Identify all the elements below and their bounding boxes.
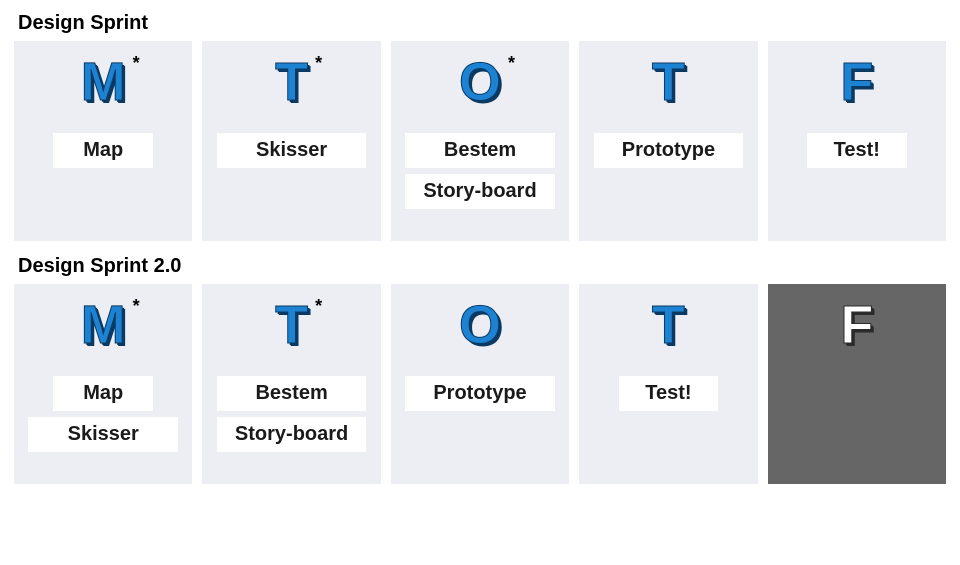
asterisk-icon: * — [508, 53, 515, 74]
day-card: F Test! — [768, 41, 946, 241]
day-letter-wrap: T * — [275, 298, 308, 352]
asterisk-icon: * — [133, 296, 140, 317]
day-letter-wrap: F — [840, 298, 873, 352]
day-card: M * Map Skisser — [14, 284, 192, 484]
sprint-row: M * Map Skisser T * Bestem Story-board O… — [14, 284, 946, 484]
day-letter-wrap: T — [652, 55, 685, 109]
day-letter-wrap: F — [840, 55, 873, 109]
day-card: M * Map — [14, 41, 192, 241]
activity-label: Test! — [619, 376, 719, 411]
day-letter: T — [652, 295, 685, 355]
day-letter-wrap: M * — [81, 298, 126, 352]
activity-label: Skisser — [28, 417, 178, 452]
section-title: Design Sprint 2.0 — [18, 255, 946, 278]
activity-label: Map — [53, 376, 153, 411]
activity-label: Bestem — [217, 376, 367, 411]
activity-label: Story-board — [217, 417, 367, 452]
day-letter-wrap: O — [459, 298, 501, 352]
day-card: O Prototype — [391, 284, 569, 484]
day-letter-wrap: T * — [275, 55, 308, 109]
asterisk-icon: * — [315, 53, 322, 74]
activity-label: Test! — [807, 133, 907, 168]
day-letter-wrap: O * — [459, 55, 501, 109]
day-card: T * Skisser — [202, 41, 380, 241]
activity-label: Prototype — [594, 133, 744, 168]
day-card: T Test! — [579, 284, 757, 484]
day-letter: O — [459, 295, 501, 355]
activity-label: Map — [53, 133, 153, 168]
activity-label: Prototype — [405, 376, 555, 411]
day-letter: M — [81, 52, 126, 112]
day-card: T Prototype — [579, 41, 757, 241]
section-title: Design Sprint — [18, 12, 946, 35]
activity-label: Skisser — [217, 133, 367, 168]
day-letter: M — [81, 295, 126, 355]
day-card-inactive: F — [768, 284, 946, 484]
day-letter-wrap: M * — [81, 55, 126, 109]
activity-label: Bestem — [405, 133, 555, 168]
day-letter-wrap: T — [652, 298, 685, 352]
day-letter: F — [840, 295, 873, 355]
day-letter: T — [275, 52, 308, 112]
day-letter: T — [652, 52, 685, 112]
asterisk-icon: * — [315, 296, 322, 317]
day-card: O * Bestem Story-board — [391, 41, 569, 241]
day-letter: T — [275, 295, 308, 355]
day-letter: O — [459, 52, 501, 112]
activity-label: Story-board — [405, 174, 555, 209]
asterisk-icon: * — [133, 53, 140, 74]
sprint-row: M * Map T * Skisser O * Bestem Story-boa… — [14, 41, 946, 241]
day-letter: F — [840, 52, 873, 112]
day-card: T * Bestem Story-board — [202, 284, 380, 484]
